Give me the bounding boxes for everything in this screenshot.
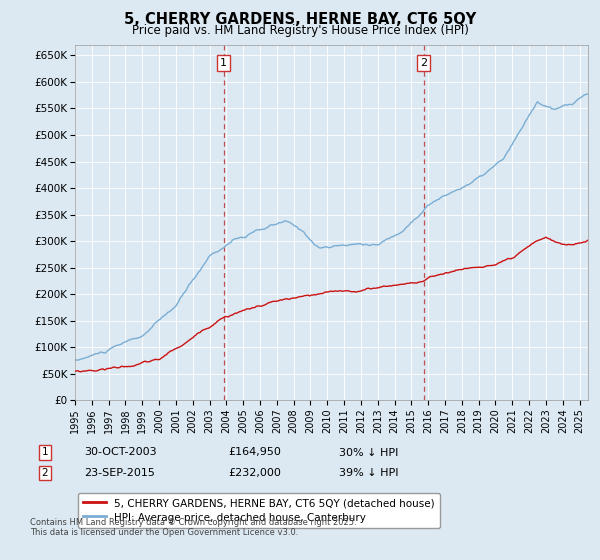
Text: 2: 2 — [420, 58, 427, 68]
Text: 23-SEP-2015: 23-SEP-2015 — [84, 468, 155, 478]
Text: 30-OCT-2003: 30-OCT-2003 — [84, 447, 157, 458]
Text: 5, CHERRY GARDENS, HERNE BAY, CT6 5QY: 5, CHERRY GARDENS, HERNE BAY, CT6 5QY — [124, 12, 476, 27]
Text: 2: 2 — [41, 468, 49, 478]
Text: Price paid vs. HM Land Registry's House Price Index (HPI): Price paid vs. HM Land Registry's House … — [131, 24, 469, 36]
Legend: 5, CHERRY GARDENS, HERNE BAY, CT6 5QY (detached house), HPI: Average price, deta: 5, CHERRY GARDENS, HERNE BAY, CT6 5QY (d… — [77, 493, 440, 528]
Text: 30% ↓ HPI: 30% ↓ HPI — [339, 447, 398, 458]
Text: £232,000: £232,000 — [228, 468, 281, 478]
Text: £164,950: £164,950 — [228, 447, 281, 458]
Text: Contains HM Land Registry data © Crown copyright and database right 2025.
This d: Contains HM Land Registry data © Crown c… — [30, 518, 356, 538]
Text: 1: 1 — [41, 447, 49, 458]
Text: 39% ↓ HPI: 39% ↓ HPI — [339, 468, 398, 478]
Text: 1: 1 — [220, 58, 227, 68]
